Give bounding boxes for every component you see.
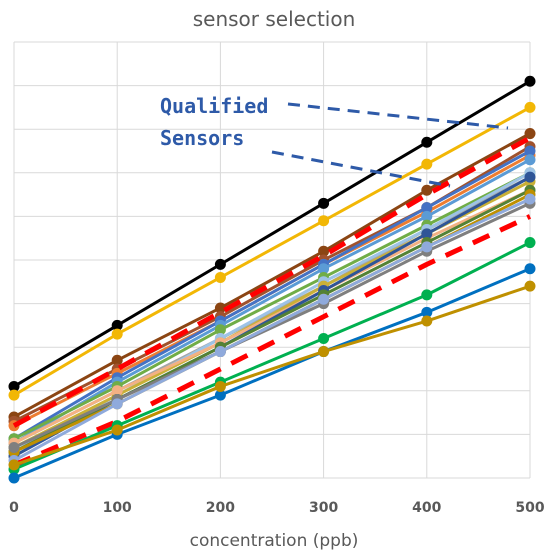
- data-point: [8, 380, 20, 392]
- x-tick-label: 0: [9, 500, 19, 516]
- series-2: [8, 101, 536, 401]
- x-tick-label: 200: [206, 500, 235, 516]
- data-point: [318, 197, 330, 209]
- series-line: [13, 106, 531, 397]
- series-18: [12, 135, 532, 428]
- data-point: [8, 389, 20, 401]
- data-point: [524, 193, 536, 205]
- series-line: [13, 79, 531, 388]
- data-point: [421, 315, 433, 327]
- data-point: [421, 202, 433, 214]
- x-tick-label: 500: [515, 500, 544, 516]
- data-point: [421, 210, 433, 222]
- data-point: [214, 324, 226, 336]
- series-19: [13, 214, 532, 468]
- series-line: [13, 214, 532, 468]
- data-point: [318, 332, 330, 344]
- data-point: [214, 380, 226, 392]
- data-point: [214, 346, 226, 358]
- series-line: [13, 201, 531, 449]
- data-point: [318, 263, 330, 275]
- data-point: [214, 271, 226, 283]
- series-line: [13, 180, 531, 449]
- data-point: [421, 158, 433, 170]
- series-4: [8, 141, 536, 427]
- series-line: [13, 188, 531, 445]
- data-point: [8, 472, 20, 484]
- data-point: [111, 398, 123, 410]
- data-point: [524, 75, 536, 87]
- series-line: [13, 154, 531, 428]
- data-point: [111, 385, 123, 397]
- series-line: [12, 135, 532, 428]
- series-line: [13, 284, 531, 467]
- data-point: [214, 389, 226, 401]
- data-point: [421, 241, 433, 253]
- data-point: [421, 228, 433, 240]
- data-point: [8, 441, 20, 453]
- x-tick-label: 100: [103, 500, 132, 516]
- series-1: [8, 75, 536, 392]
- series-group: [8, 75, 536, 484]
- data-point: [524, 280, 536, 292]
- x-tick-labels: 0 100 200 300 400 500: [9, 500, 545, 516]
- data-point: [421, 306, 433, 318]
- data-point: [524, 128, 536, 140]
- data-point: [318, 293, 330, 305]
- data-point: [524, 154, 536, 166]
- series-3: [8, 128, 536, 423]
- data-point: [111, 354, 123, 366]
- series-line: [13, 149, 531, 441]
- data-point: [111, 319, 123, 331]
- data-point: [421, 289, 433, 301]
- data-point: [214, 258, 226, 270]
- annotation-arrow-1: [287, 102, 509, 130]
- annotation: Qualified Sensors: [160, 94, 509, 188]
- data-point: [524, 237, 536, 249]
- data-point: [111, 424, 123, 436]
- data-point: [318, 346, 330, 358]
- series-line: [13, 241, 531, 471]
- data-point: [8, 459, 20, 471]
- series-line: [13, 171, 531, 441]
- data-point: [524, 145, 536, 157]
- x-tick-label: 300: [309, 500, 338, 516]
- data-point: [524, 171, 536, 183]
- chart-title: sensor selection: [193, 7, 356, 31]
- series-line: [13, 145, 531, 423]
- x-axis-label: concentration (ppb): [190, 531, 359, 551]
- annotation-line-2: Sensors: [160, 126, 244, 150]
- series-8: [8, 167, 536, 445]
- data-point: [318, 245, 330, 257]
- annotation-arrow-2: [271, 150, 451, 188]
- data-point: [111, 328, 123, 340]
- data-point: [421, 136, 433, 148]
- data-point: [318, 215, 330, 227]
- series-line: [13, 132, 531, 419]
- annotation-line-1: Qualified: [160, 94, 268, 118]
- data-point: [524, 101, 536, 113]
- series-line: [13, 197, 531, 462]
- x-tick-label: 400: [412, 500, 441, 516]
- series-line: [13, 158, 531, 445]
- data-point: [421, 184, 433, 196]
- data-point: [524, 263, 536, 275]
- series-line: [13, 267, 531, 480]
- series-15: [8, 189, 536, 458]
- series-22: [8, 280, 536, 471]
- data-point: [214, 302, 226, 314]
